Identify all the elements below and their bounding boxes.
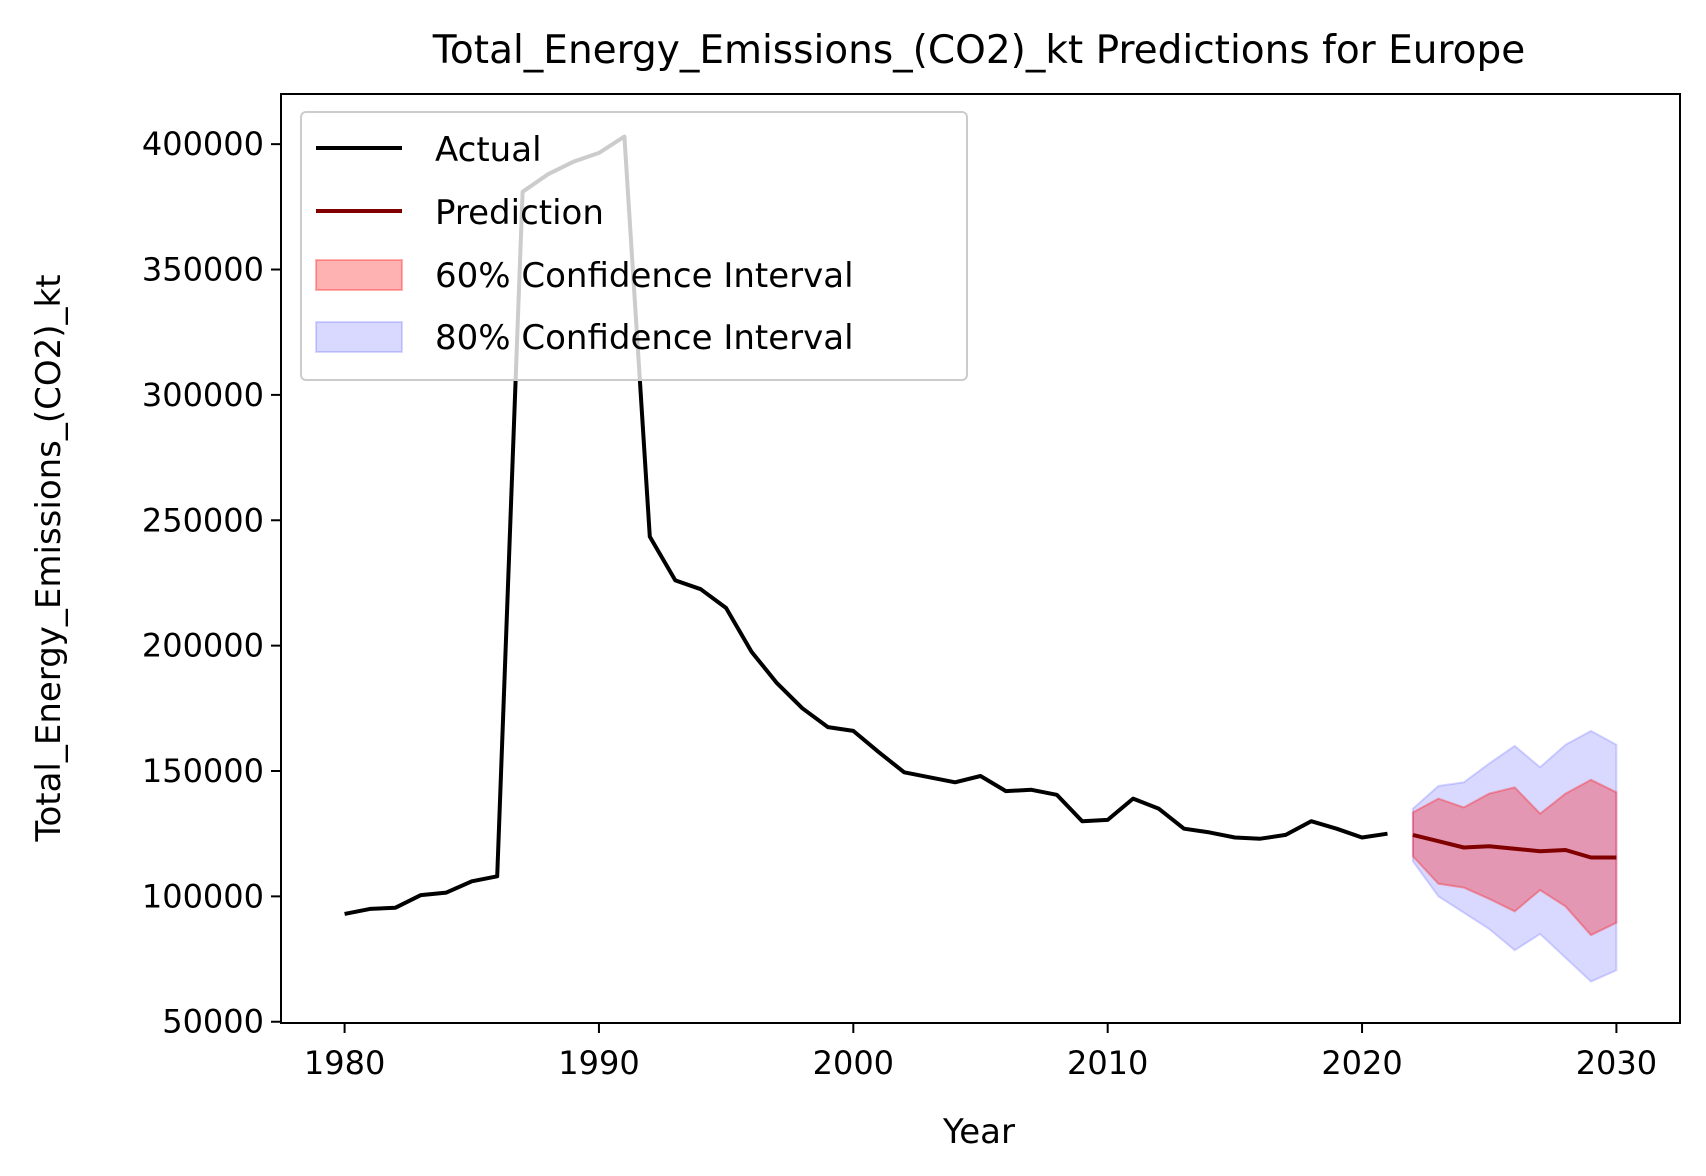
legend-80-interval-swatch <box>315 321 403 353</box>
data-point-actual-2004 <box>952 779 958 785</box>
legend: Actual Prediction 60% Confidence Interva… <box>300 111 968 381</box>
data-point-actual-1994 <box>698 586 704 592</box>
data-point-actual-2009 <box>1079 818 1085 824</box>
data-point-actual-2008 <box>1054 792 1060 798</box>
x-axis-label: Year <box>942 1112 1015 1152</box>
data-point-actual-1984 <box>443 890 449 896</box>
x-tick-label-1980: 1980 <box>304 1044 385 1082</box>
data-point-actual-1986 <box>494 873 500 879</box>
data-point-actual-2019 <box>1334 826 1340 832</box>
data-point-actual-2002 <box>901 769 907 775</box>
data-point-actual-1981 <box>367 906 373 912</box>
y-axis-label: Total_Energy_Emissions_(CO2)_kt <box>29 274 69 842</box>
chart-title: Total_Energy_Emissions_(CO2)_kt Predicti… <box>432 28 1526 73</box>
legend-prediction-label: Prediction <box>435 193 604 233</box>
x-tick-label-2000: 2000 <box>813 1044 894 1082</box>
y-tick-label-350000: 350000 <box>142 251 264 289</box>
data-point-actual-2015 <box>1232 835 1238 841</box>
data-point-actual-2007 <box>1028 787 1034 793</box>
data-point-actual-2013 <box>1181 826 1187 832</box>
y-tick-label-200000: 200000 <box>142 627 264 665</box>
legend-entry-80-interval: 80% Confidence Interval <box>315 318 854 358</box>
series-line-prediction <box>1412 832 1617 860</box>
data-point-prediction-2025 <box>1486 843 1492 849</box>
y-tick-label-300000: 300000 <box>142 376 264 414</box>
data-point-actual-2016 <box>1257 836 1263 842</box>
data-point-actual-1983 <box>418 892 424 898</box>
data-point-prediction-2030 <box>1613 855 1619 861</box>
data-point-actual-1982 <box>393 905 399 911</box>
data-point-prediction-2024 <box>1461 845 1467 851</box>
data-point-actual-2012 <box>1156 806 1162 812</box>
plot-area-frame <box>280 93 1681 1024</box>
data-point-actual-1995 <box>723 605 729 611</box>
data-point-actual-2020 <box>1359 835 1365 841</box>
data-point-actual-1999 <box>825 724 831 730</box>
y-tick-label-150000: 150000 <box>142 752 264 790</box>
y-axis-ticks: 50000 100000 150000 200000 250000 300000 35000… <box>142 125 281 1041</box>
data-point-actual-2003 <box>927 774 933 780</box>
data-point-actual-1980 <box>342 911 348 917</box>
data-point-actual-1985 <box>469 878 475 884</box>
data-point-prediction-2022 <box>1410 832 1416 838</box>
confidence-bands <box>1411 729 1618 983</box>
legend-60-interval-label: 60% Confidence Interval <box>435 256 854 296</box>
data-point-actual-1992 <box>647 534 653 540</box>
x-tick-label-2020: 2020 <box>1321 1044 1402 1082</box>
band-80-confidence-interval <box>1411 729 1618 983</box>
data-point-actual-2006 <box>1003 788 1009 794</box>
x-tick-label-2010: 2010 <box>1067 1044 1148 1082</box>
data-point-prediction-2029 <box>1588 855 1594 861</box>
legend-entry-prediction: Prediction <box>316 193 604 233</box>
y-tick-label-100000: 100000 <box>142 877 264 915</box>
data-point-prediction-2027 <box>1537 848 1543 854</box>
data-point-actual-2011 <box>1130 796 1136 802</box>
legend-actual-label: Actual <box>435 130 542 170</box>
data-point-actual-2018 <box>1308 818 1314 824</box>
data-point-actual-1998 <box>799 705 805 711</box>
band-60-confidence-interval <box>1411 778 1618 937</box>
legend-80-interval-label: 80% Confidence Interval <box>435 318 854 358</box>
data-point-actual-2000 <box>850 728 856 734</box>
legend-box <box>300 111 968 381</box>
y-tick-label-400000: 400000 <box>142 125 264 163</box>
data-point-prediction-2028 <box>1563 847 1569 853</box>
data-point-actual-2010 <box>1105 817 1111 823</box>
legend-60-interval-swatch <box>315 259 403 291</box>
data-point-actual-2014 <box>1206 829 1212 835</box>
data-point-actual-1997 <box>774 680 780 686</box>
y-tick-label-250000: 250000 <box>142 501 264 539</box>
data-point-actual-1993 <box>672 577 678 583</box>
data-point-prediction-2026 <box>1512 846 1518 852</box>
legend-entry-actual: Actual <box>316 130 542 170</box>
data-point-actual-2005 <box>978 773 984 779</box>
data-point-actual-2001 <box>876 749 882 755</box>
legend-entry-60-interval: 60% Confidence Interval <box>315 256 854 296</box>
x-tick-label-2030: 2030 <box>1576 1044 1657 1082</box>
y-tick-label-50000: 50000 <box>162 1003 264 1041</box>
data-point-prediction-2023 <box>1435 838 1441 844</box>
x-axis-ticks: 1980 1990 2000 2010 2020 2030 <box>304 1023 1657 1082</box>
data-point-actual-2017 <box>1283 832 1289 838</box>
data-point-actual-2021 <box>1385 831 1391 837</box>
x-tick-label-1990: 1990 <box>558 1044 639 1082</box>
data-point-actual-1996 <box>749 649 755 655</box>
